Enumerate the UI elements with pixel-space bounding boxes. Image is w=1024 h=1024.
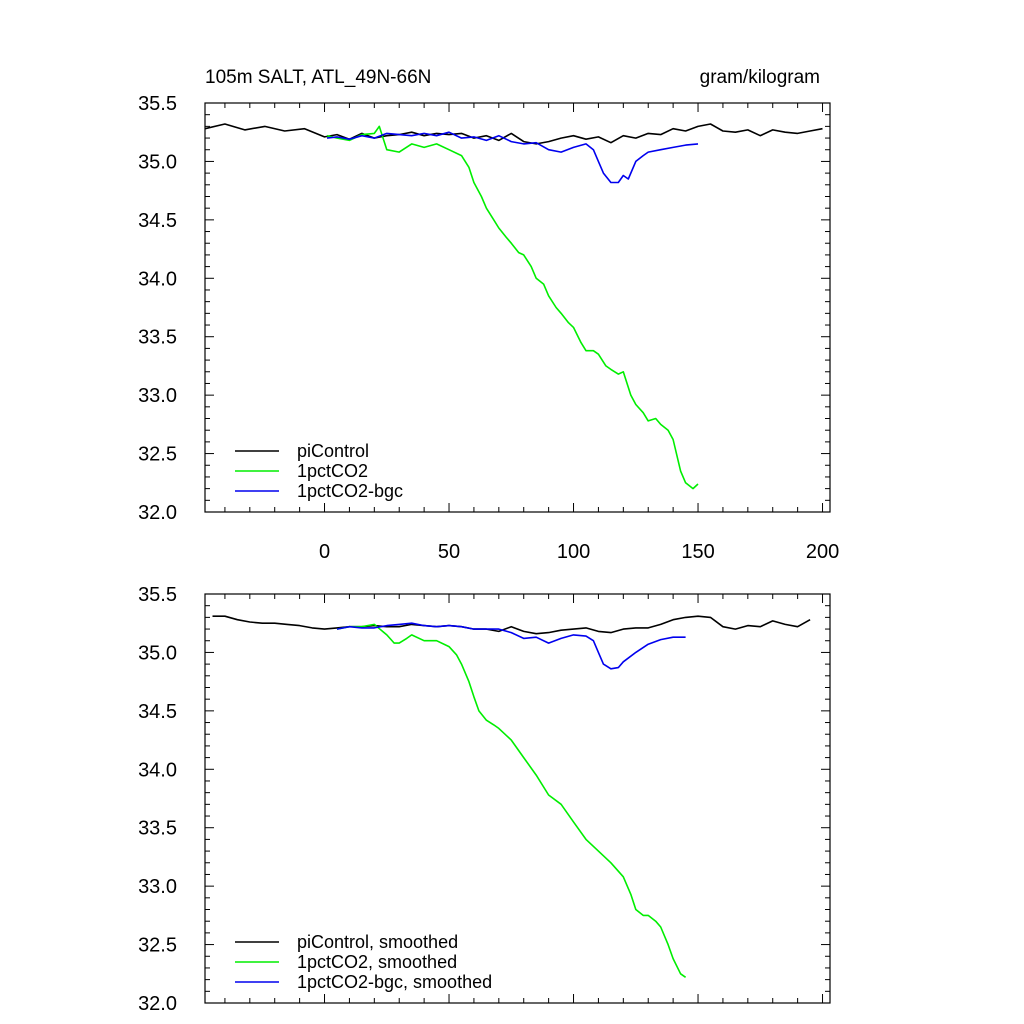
legend-label: 1pctCO2 bbox=[297, 461, 368, 481]
x-tick-label: 100 bbox=[557, 541, 590, 563]
y-tick-label: 35.0 bbox=[138, 642, 177, 664]
y-tick-label: 35.5 bbox=[138, 584, 177, 606]
series-line-1pctco2-smoothed bbox=[336, 623, 687, 978]
legend-label: 1pctCO2-bgc, smoothed bbox=[297, 972, 492, 992]
x-tick-label: 0 bbox=[319, 541, 330, 563]
y-tick-label: 34.5 bbox=[138, 701, 177, 723]
y-tick-label: 32.0 bbox=[138, 993, 177, 1015]
x-tick-label: 200 bbox=[806, 541, 839, 563]
plot-frame bbox=[204, 102, 831, 513]
series-line-1pctco2-bgc bbox=[326, 131, 699, 184]
x-tick-label: 150 bbox=[681, 541, 714, 563]
legend-label: 1pctCO2, smoothed bbox=[297, 952, 457, 972]
top-panel: 32.0 32.5 33.0 33.5 34.0 34.5 35.0 35.5 0 50 100 15… bbox=[138, 67, 839, 563]
y-tick-label: 32.5 bbox=[138, 935, 177, 957]
y-tick-label: 34.0 bbox=[138, 759, 177, 781]
y-tick-label: 33.5 bbox=[138, 327, 177, 349]
y-tick-label: 35.0 bbox=[138, 151, 177, 173]
units-label: gram/kilogram bbox=[700, 67, 820, 88]
chart-title: 105m SALT, ATL_49N-66N bbox=[205, 67, 431, 88]
legend-label: 1pctCO2-bgc bbox=[297, 481, 403, 501]
y-tick-label: 34.0 bbox=[138, 268, 177, 290]
y-tick-label: 33.0 bbox=[138, 876, 177, 898]
series-line-1pctco2-bgc-smoothed bbox=[336, 622, 686, 670]
series-line-picontrol bbox=[204, 123, 823, 145]
y-tick-label: 35.5 bbox=[138, 93, 177, 115]
bottom-panel: 32.0 32.5 33.0 33.5 34.0 34.5 35.0 35.5 piContro… bbox=[138, 584, 831, 1015]
series-line-1pctco2 bbox=[326, 125, 699, 490]
legend-label: piControl, smoothed bbox=[297, 932, 458, 952]
y-tick-label: 34.5 bbox=[138, 210, 177, 232]
y-tick-label: 32.0 bbox=[138, 502, 177, 524]
y-tick-label: 33.5 bbox=[138, 818, 177, 840]
plot-frame bbox=[204, 593, 831, 1004]
series-line-picontrol-smoothed bbox=[212, 615, 811, 635]
x-tick-label: 50 bbox=[438, 541, 460, 563]
legend-label: piControl bbox=[297, 441, 369, 461]
y-tick-label: 33.0 bbox=[138, 385, 177, 407]
y-tick-label: 32.5 bbox=[138, 444, 177, 466]
